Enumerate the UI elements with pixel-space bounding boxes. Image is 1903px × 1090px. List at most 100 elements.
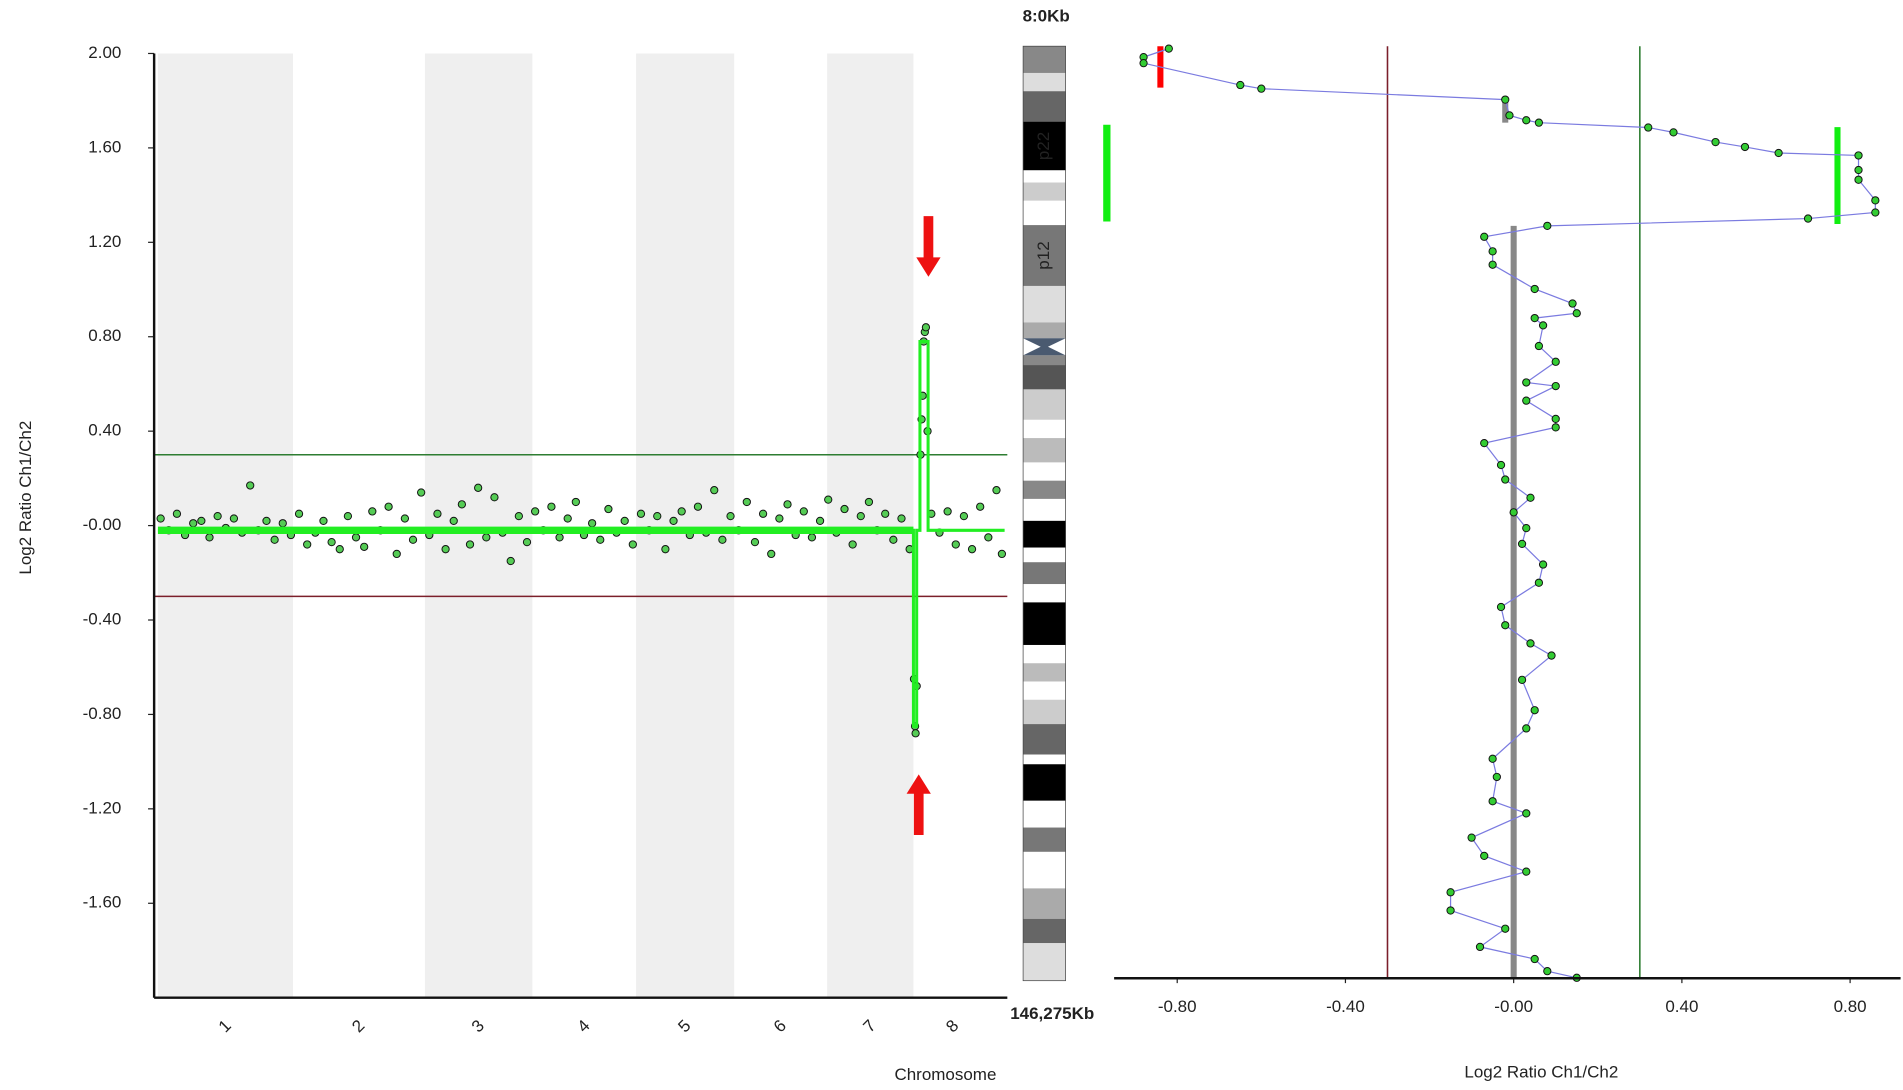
cytoband [1023, 121, 1066, 171]
arrow-up [906, 774, 931, 836]
probe-point [1522, 724, 1531, 733]
cytoband [1023, 602, 1066, 645]
x-tick-label: 8 [942, 1016, 962, 1036]
probe-point [522, 537, 532, 547]
probe-point [1854, 165, 1863, 175]
y-tick-label: -0.80 [83, 704, 122, 723]
probe-point [1551, 381, 1560, 391]
probe-point [360, 542, 369, 551]
probe-point [262, 516, 271, 525]
cytoband [1023, 322, 1066, 339]
x-tick-label: -0.40 [1326, 997, 1365, 1016]
y-tick-label: 0.40 [88, 421, 121, 440]
probe-point [547, 502, 556, 511]
cytoband [1023, 365, 1066, 390]
probe-point [1488, 797, 1497, 806]
probe-point [1488, 260, 1497, 269]
x-tick-label: -0.00 [1494, 997, 1533, 1016]
probe-point [1711, 137, 1720, 147]
probe-point [392, 549, 401, 559]
cytoband [1023, 200, 1066, 226]
probe-point [1538, 560, 1548, 569]
probe-point [1492, 772, 1501, 782]
cytoband [1023, 584, 1066, 603]
probe-point [669, 516, 678, 525]
probe-point [368, 507, 377, 516]
probe-point [555, 533, 564, 542]
probe-point [384, 502, 393, 511]
probe-point [1488, 247, 1497, 256]
probe-point [400, 514, 410, 523]
probe-point [433, 509, 442, 518]
cytoband [1023, 943, 1066, 981]
probe-point [278, 519, 287, 528]
probe-point [571, 497, 580, 507]
cytoband [1023, 462, 1066, 481]
probe-point [1522, 809, 1531, 818]
cytoband [1023, 389, 1066, 420]
probe-point [1488, 754, 1497, 763]
chromosome-band [734, 53, 828, 998]
band-label: p22 [1034, 132, 1053, 160]
cytoband [1023, 764, 1066, 801]
cytoband [1023, 851, 1066, 889]
cytoband [1023, 480, 1066, 499]
probe-point [1530, 313, 1539, 323]
probe-point [653, 512, 662, 521]
cytoband [1023, 182, 1066, 201]
ideogram-bottom-label: 146,275Kb [1010, 1004, 1094, 1023]
cytoband [1023, 520, 1066, 548]
probe-point [636, 509, 646, 518]
probe-point [506, 556, 515, 566]
cytoband [1023, 498, 1066, 521]
centromere [1023, 338, 1066, 356]
probe-point [1774, 148, 1783, 158]
y-tick-label: 1.60 [88, 137, 121, 156]
probe-point [677, 507, 686, 516]
probe-point [319, 516, 328, 525]
cytoband [1023, 724, 1066, 755]
probe-point [417, 488, 426, 497]
cytoband [1023, 46, 1066, 73]
probe-point [1644, 123, 1653, 132]
cytoband [1023, 355, 1066, 366]
probe-point [514, 512, 523, 521]
x-tick-label: 7 [860, 1016, 880, 1036]
probe-point [1854, 151, 1863, 160]
probe-point [1496, 602, 1506, 612]
probe-point [1803, 214, 1813, 223]
probe-point [775, 514, 784, 523]
probe-point [959, 512, 969, 521]
probe-point [992, 486, 1001, 495]
cytoband [1023, 754, 1066, 765]
probe-point [984, 533, 993, 542]
probe-point [1522, 523, 1531, 533]
probe-point [1480, 232, 1489, 241]
y-tick-label: 2.00 [88, 43, 121, 62]
probe-point [1505, 111, 1514, 120]
probe-point [783, 500, 792, 509]
x-tick-label: 6 [770, 1016, 790, 1036]
cytoband [1023, 800, 1066, 828]
probe-point [710, 486, 719, 495]
cytoband [1023, 918, 1066, 944]
probe-point [1496, 460, 1506, 470]
probe-point [976, 502, 985, 511]
y-tick-label: -1.20 [83, 798, 122, 817]
probe-point [1669, 128, 1678, 137]
probe-point [1551, 414, 1560, 423]
x-tick-label: -0.80 [1158, 997, 1197, 1016]
cytoband [1023, 681, 1066, 700]
y-tick-label: 1.20 [88, 232, 121, 251]
x-tick-label: 5 [674, 1016, 694, 1036]
cytoband [1023, 644, 1066, 664]
probe-point [1509, 508, 1518, 517]
probe-point [1526, 639, 1535, 648]
x-tick-label: 4 [573, 1016, 593, 1036]
chromosome-band [293, 53, 425, 998]
probe-point [1501, 475, 1510, 484]
chromosome-band [636, 53, 735, 998]
probe-point [1480, 851, 1489, 860]
cytoband [1023, 562, 1066, 585]
